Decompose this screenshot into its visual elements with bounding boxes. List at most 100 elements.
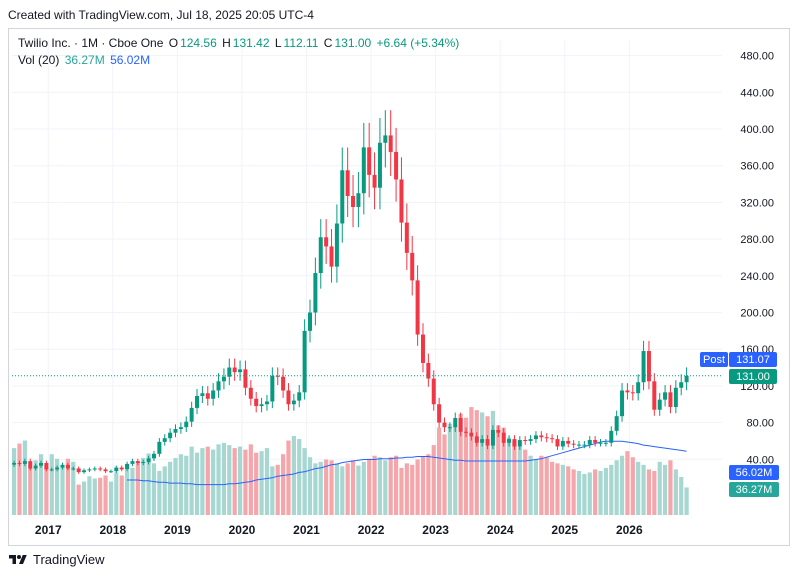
candle-body — [302, 330, 307, 393]
volume-bar — [485, 416, 490, 515]
volume-bar — [22, 440, 27, 515]
volume-bar — [442, 434, 447, 515]
volume-bar — [393, 455, 399, 515]
volume-bar — [270, 466, 275, 515]
legend-high: 131.42 — [232, 36, 270, 50]
volume-bar — [560, 464, 565, 515]
volume-bar — [286, 440, 291, 515]
candle-body — [469, 432, 474, 437]
volume-bar — [641, 464, 646, 515]
candle-body — [12, 462, 17, 465]
candle-body — [447, 427, 452, 429]
volume-bar — [76, 484, 81, 515]
candle-body — [270, 375, 275, 402]
candle-body — [410, 252, 415, 281]
candle-body — [65, 464, 70, 469]
candle-body — [625, 390, 630, 393]
volume-bar — [334, 463, 339, 515]
candle-body — [394, 151, 399, 180]
volume-bar — [119, 475, 124, 515]
volume-bar — [81, 481, 87, 515]
volume-bar — [523, 449, 528, 515]
candle-body — [55, 467, 60, 470]
candle-body — [426, 362, 431, 379]
footer-brand[interactable]: TradingView — [33, 552, 105, 567]
candle-body — [92, 468, 97, 470]
candle-body — [351, 195, 356, 207]
candle-body — [135, 461, 140, 463]
x-tick-label-0: 2017 — [35, 523, 62, 537]
volume-bar — [281, 454, 286, 515]
candle-body — [103, 469, 108, 472]
candle-body — [205, 393, 210, 399]
vol-value: 36.27M — [736, 484, 773, 496]
candle-body — [227, 367, 232, 377]
volume-bar — [200, 448, 205, 515]
candle-body — [388, 135, 393, 152]
candle-body — [437, 404, 442, 423]
x-axis: 2017 2018 2019 2020 2021 2022 2023 2024 2025 2026 — [35, 523, 643, 537]
volume-bar — [87, 476, 92, 515]
y-tick-label-4: 320.00 — [740, 197, 774, 209]
volume-bar — [582, 473, 587, 515]
candle-body — [119, 467, 124, 470]
volume-bar — [673, 469, 678, 515]
candle-body — [523, 440, 528, 442]
candle-body — [178, 427, 183, 430]
candle-body — [431, 378, 436, 405]
candle-body — [555, 439, 560, 447]
volume-bar — [130, 467, 135, 515]
volume-bar — [361, 461, 366, 515]
y-tick-label-6: 240.00 — [740, 271, 774, 283]
volume-bars — [12, 407, 689, 515]
candle-body — [582, 444, 587, 446]
created-with-text: Created with TradingView.com, Jul 18, 20… — [8, 8, 314, 22]
volume-bar — [399, 467, 404, 515]
candle-body — [87, 469, 92, 471]
x-tick-label-7: 2024 — [487, 523, 514, 537]
candle-body — [404, 222, 409, 253]
legend-open: 124.56 — [180, 36, 217, 50]
y-axis: 480.00 440.00 400.00 360.00 320.00 280.00 240.… — [740, 51, 774, 467]
volume-bar — [264, 448, 270, 515]
legend-vol-label[interactable]: Vol (20) — [18, 53, 60, 67]
volume-bar — [248, 444, 253, 515]
volume-bar — [124, 470, 130, 515]
candle-body — [291, 400, 296, 405]
candle-body — [17, 462, 22, 464]
candle-body — [603, 442, 608, 444]
volume-bar — [566, 466, 571, 515]
legend-low-label: L — [274, 36, 282, 50]
candle-body — [44, 462, 49, 470]
candle-body — [614, 416, 619, 431]
volume-bar — [216, 444, 221, 515]
candle-body — [60, 464, 65, 468]
candle-body — [318, 237, 323, 274]
volume-bar — [420, 456, 426, 515]
candle-body — [345, 170, 350, 196]
candle-body — [49, 469, 54, 471]
vol-badge: 36.27M — [729, 482, 779, 497]
x-tick-label-3: 2020 — [229, 523, 256, 537]
volume-bar — [141, 458, 146, 515]
candle-body — [76, 468, 81, 473]
volume-bar — [232, 448, 237, 515]
volume-bar — [12, 448, 17, 515]
volume-bar — [307, 457, 313, 515]
y-tick-label-1: 440.00 — [740, 87, 774, 99]
legend-symbol[interactable]: Twilio Inc. · 1M · Cboe One — [18, 36, 164, 50]
candle-body — [367, 147, 372, 175]
volume-bar — [356, 465, 361, 515]
candle-body — [652, 381, 657, 410]
candle-body — [528, 439, 533, 441]
volume-bar — [463, 417, 469, 515]
grid — [12, 40, 722, 515]
post-badge: Post 131.07 — [700, 352, 777, 367]
volume-bar — [496, 425, 501, 515]
candle-body — [587, 440, 592, 445]
candle-body — [216, 381, 221, 391]
candle-body — [550, 438, 555, 440]
volume-bar — [211, 449, 216, 515]
footer: TradingView — [8, 552, 105, 567]
